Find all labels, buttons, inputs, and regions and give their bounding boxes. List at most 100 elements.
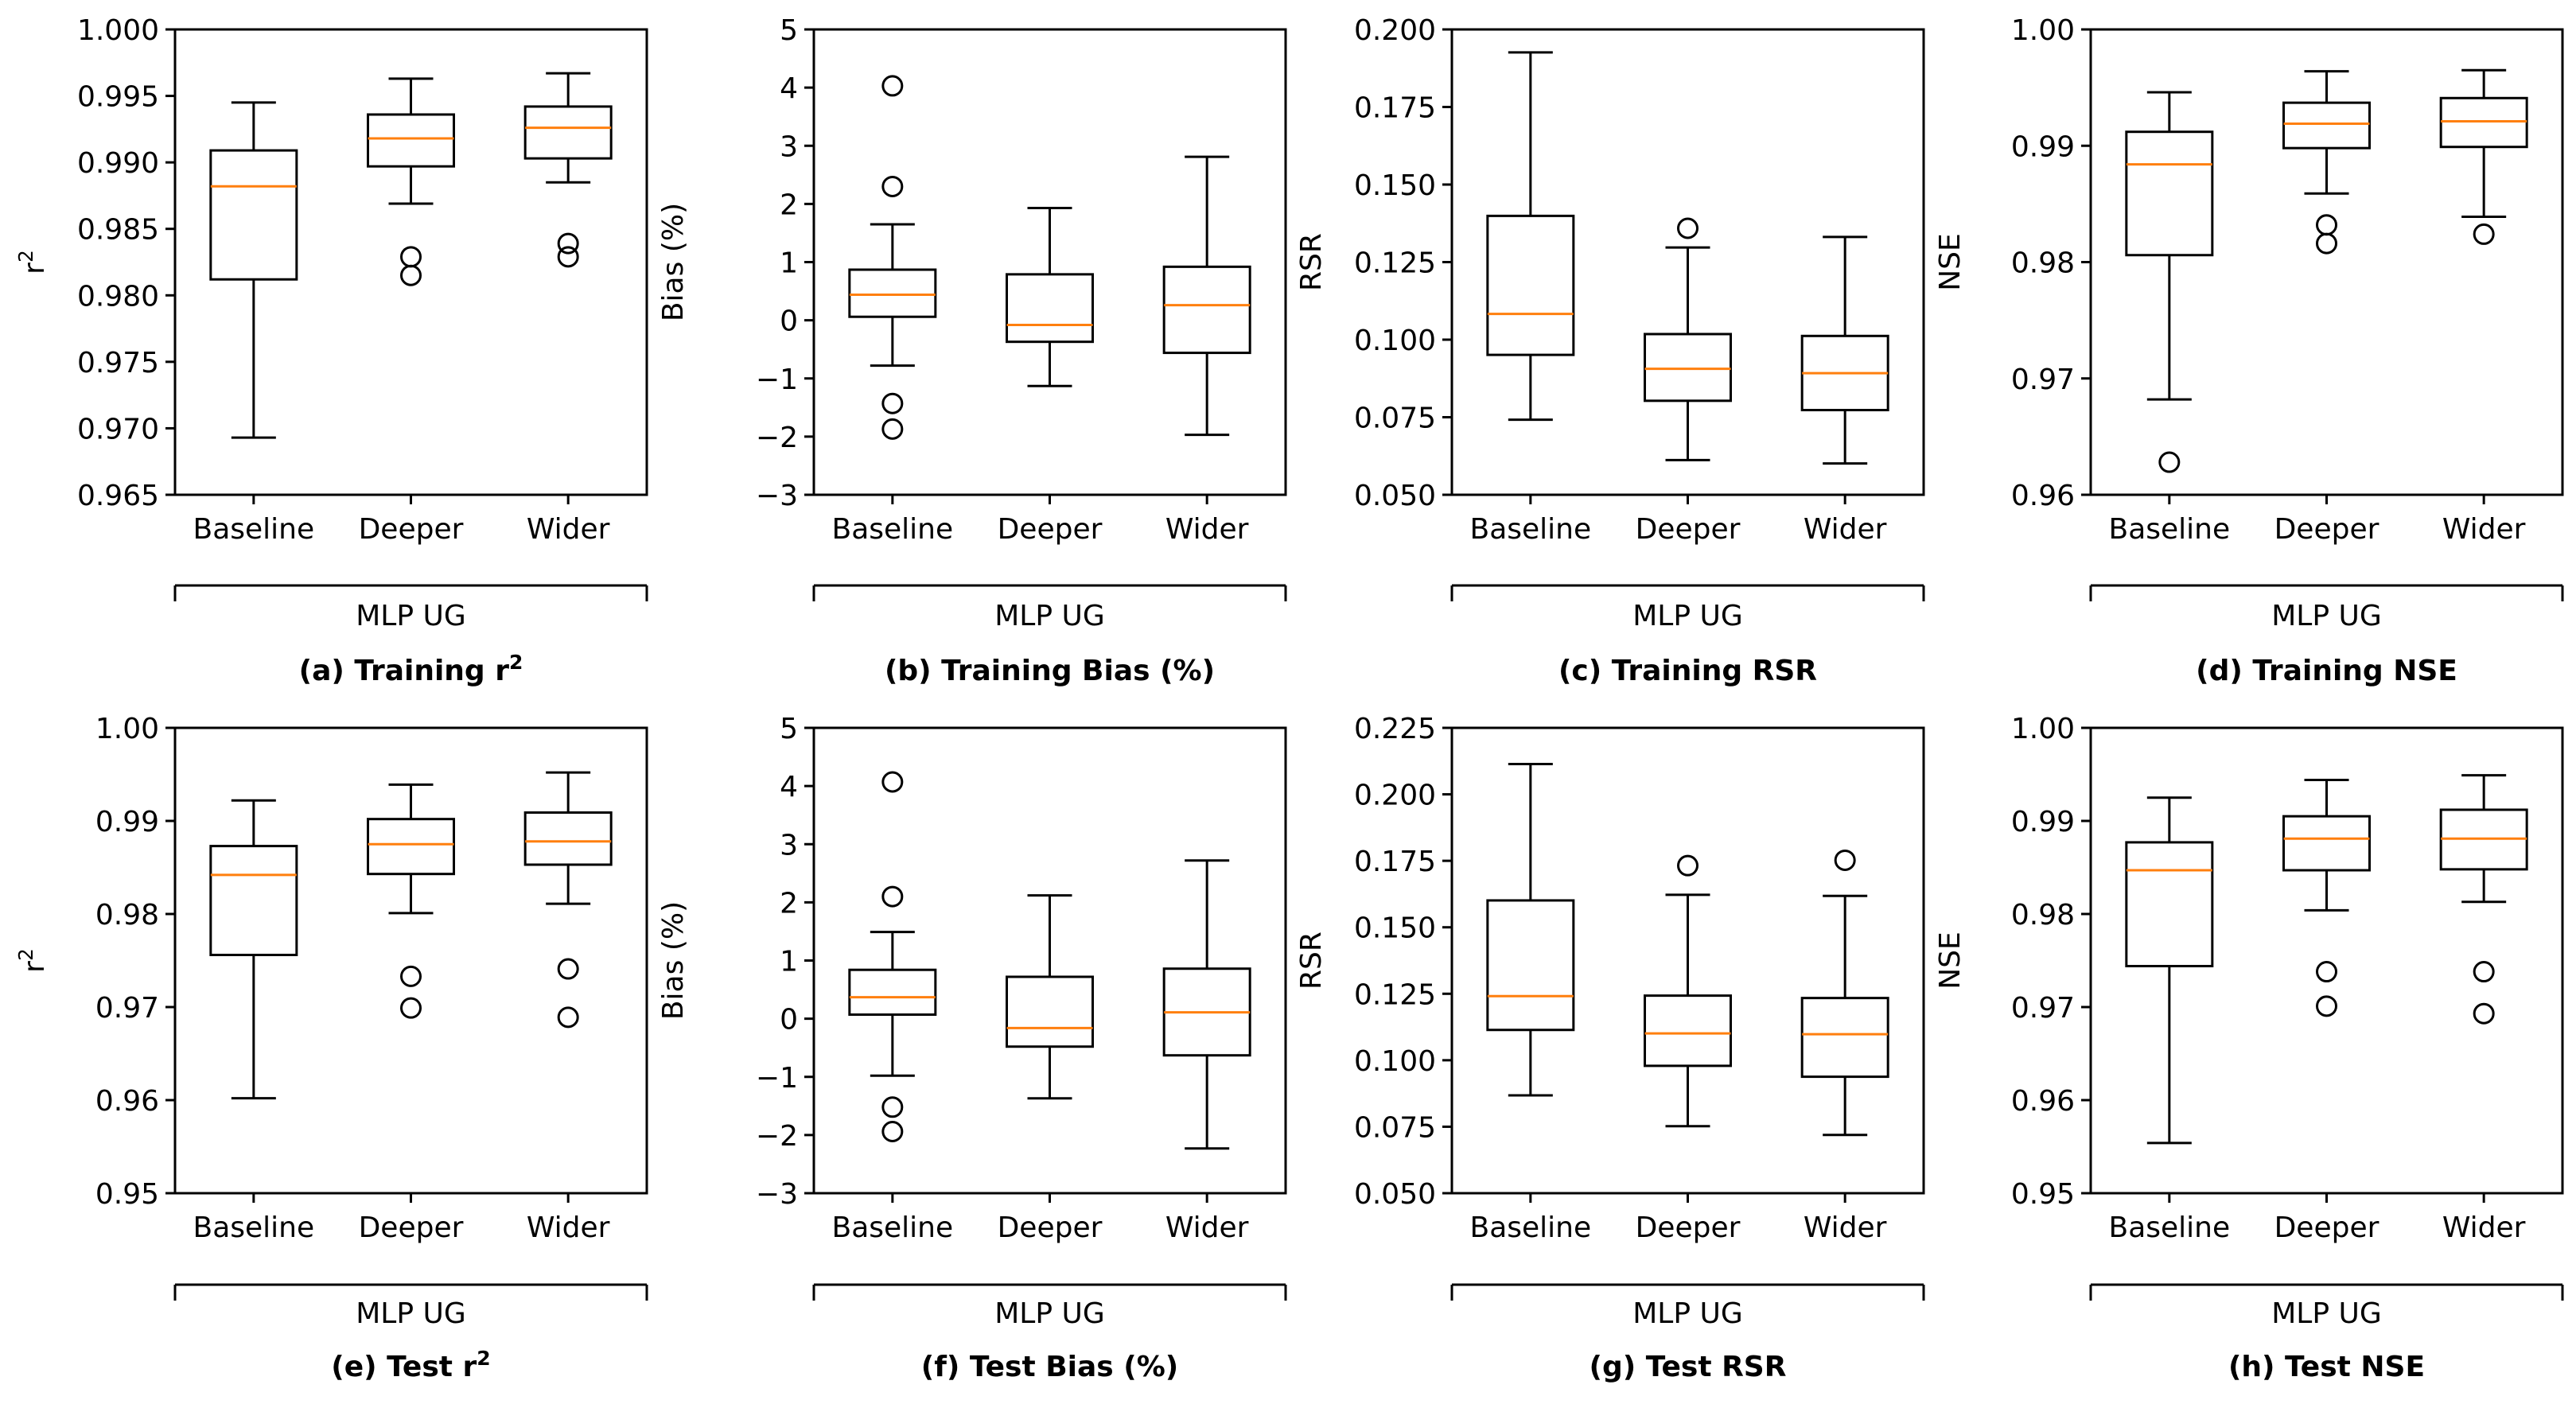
panel-c-xtick-label: Baseline <box>1470 513 1592 546</box>
panel-c-ytick-label: 0.150 <box>1354 169 1436 202</box>
panel-h-ylabel: NSE <box>1934 931 1967 990</box>
panel-f-xtick-label: Deeper <box>998 1211 1103 1244</box>
panel-e-ytick-label: 1.00 <box>95 713 159 745</box>
panel-a-ytick-label: 0.965 <box>77 480 159 512</box>
panel-f-box-baseline-flier <box>881 885 904 908</box>
panel-a-box-wider-flier <box>557 232 579 255</box>
panel-a-xtick-label: Wider <box>527 513 610 546</box>
panel-a-box-deeper-flier <box>400 246 422 268</box>
panel-g-caption: (g) Test RSR <box>1590 1351 1787 1383</box>
panel-f-box-baseline-iqr-box <box>848 968 937 1017</box>
panel-b-ytick-label: 0 <box>780 305 798 338</box>
panel-d-ytick-label: 1.00 <box>2011 14 2075 47</box>
panel-a-box-wider-flier <box>557 246 579 268</box>
panel-g-ytick-label: 0.050 <box>1354 1178 1436 1211</box>
panel-b-box-baseline-iqr-box <box>848 268 937 318</box>
panel-g-ytick-label: 0.125 <box>1354 978 1436 1011</box>
panel-a-ytick-label: 0.995 <box>77 81 159 114</box>
panel-a-xtick-label: Deeper <box>359 513 464 546</box>
panel-c-group-label: MLP UG <box>1632 600 1743 632</box>
panel-a-caption: (a) Training r2 <box>299 651 523 688</box>
panel-a-xtick-label: Baseline <box>193 513 315 546</box>
panel-b-ytick-label: 2 <box>780 189 798 221</box>
panel-b-box-baseline-flier <box>881 418 904 440</box>
panel-h-box-wider-flier <box>2473 1002 2495 1025</box>
panel-b-xtick-label: Baseline <box>832 513 954 546</box>
panel-d-box-wider-flier <box>2473 223 2495 245</box>
panel-c-caption: (c) Training RSR <box>1558 655 1817 687</box>
panel-d-xtick-label: Deeper <box>2274 513 2379 546</box>
panel-g-box-baseline-iqr-box <box>1486 899 1575 1032</box>
panel-e-box-deeper-iqr-box <box>367 818 455 876</box>
panel-d-ytick-label: 0.98 <box>2011 247 2075 280</box>
panel-c-ytick-label: 0.050 <box>1354 480 1436 512</box>
panel-e-ytick-label: 0.97 <box>95 992 159 1025</box>
panel-b-box-baseline-flier <box>881 175 904 197</box>
panel-e-box-deeper-flier <box>400 997 422 1019</box>
panel-e-xtick-label: Baseline <box>193 1211 315 1244</box>
panel-c-box-deeper-flier <box>1677 217 1699 239</box>
panel-d-xtick-label: Wider <box>2442 513 2526 546</box>
panel-b-xtick-label: Deeper <box>998 513 1103 546</box>
panel-f-ytick-label: 4 <box>780 771 798 803</box>
panel-f-box-baseline-flier <box>881 771 904 793</box>
panel-h-box-deeper-flier <box>2316 995 2337 1017</box>
panel-d-box-baseline-flier <box>2158 451 2181 473</box>
panel-h-xtick-label: Wider <box>2442 1211 2526 1244</box>
panel-e-ytick-label: 0.96 <box>95 1085 159 1118</box>
panel-f-ylabel: Bias (%) <box>657 901 690 1020</box>
panel-c-box-baseline-iqr-box <box>1486 214 1575 356</box>
panel-e-xtick-label: Wider <box>527 1211 610 1244</box>
panel-d-ytick-label: 0.99 <box>2011 130 2075 163</box>
panel-a-ytick-label: 0.985 <box>77 214 159 247</box>
panel-g-xtick-label: Deeper <box>1636 1211 1741 1244</box>
panel-c-ytick-label: 0.075 <box>1354 403 1436 435</box>
panel-a-ytick-label: 1.000 <box>77 14 159 47</box>
panel-c-ytick-label: 0.175 <box>1354 92 1436 125</box>
panel-h-ytick-label: 0.96 <box>2011 1085 2075 1118</box>
panel-g-xtick-label: Wider <box>1804 1211 1887 1244</box>
panel-g-ylabel: RSR <box>1295 931 1328 990</box>
panel-b-ylabel: Bias (%) <box>657 203 690 321</box>
panel-g-ytick-label: 0.200 <box>1354 780 1436 812</box>
panel-g-box-deeper-iqr-box <box>1644 994 1732 1068</box>
panel-f-ytick-label: 3 <box>780 829 798 861</box>
panel-a-ytick-label: 0.975 <box>77 347 159 379</box>
panel-e-box-baseline-iqr-box <box>209 845 298 956</box>
panel-h-ytick-label: 0.97 <box>2011 992 2075 1025</box>
panel-b-ytick-label: 1 <box>780 247 798 280</box>
panel-a-ylabel: r2 <box>14 250 52 274</box>
panel-d-ylabel: NSE <box>1934 233 1967 291</box>
panel-c-ytick-label: 0.200 <box>1354 14 1436 47</box>
panel-a-box-deeper-iqr-box <box>367 113 455 168</box>
panel-a-ytick-label: 0.970 <box>77 413 159 445</box>
panel-b-box-deeper-iqr-box <box>1006 273 1094 344</box>
panel-f-ytick-label: 0 <box>780 1004 798 1036</box>
panel-c-ytick-label: 0.100 <box>1354 325 1436 357</box>
panel-f-ytick-label: 5 <box>780 713 798 745</box>
panel-f-caption: (f) Test Bias (%) <box>921 1351 1178 1383</box>
panel-b-ytick-label: 5 <box>780 14 798 47</box>
panel-g-ytick-label: 0.075 <box>1354 1111 1436 1144</box>
panel-e-xtick-label: Deeper <box>359 1211 464 1244</box>
panel-e-caption: (e) Test r2 <box>331 1347 490 1384</box>
panel-e-ytick-label: 0.95 <box>95 1178 159 1211</box>
panel-a-group-label: MLP UG <box>356 600 466 632</box>
panel-c-xtick-label: Deeper <box>1636 513 1741 546</box>
panel-d-ytick-label: 0.97 <box>2011 364 2075 396</box>
panel-f-ytick-label: −1 <box>756 1062 798 1095</box>
panel-d-group-label: MLP UG <box>2271 600 2382 632</box>
panel-f-ytick-label: 1 <box>780 946 798 978</box>
panel-f-xtick-label: Wider <box>1165 1211 1249 1244</box>
panel-h-box-wider-flier <box>2473 961 2495 983</box>
panel-e-box-wider-iqr-box <box>523 811 613 866</box>
panel-b-box-baseline-flier <box>881 75 904 97</box>
panel-d-xtick-label: Baseline <box>2109 513 2231 546</box>
panel-e-ytick-label: 0.99 <box>95 806 159 838</box>
panel-h-xtick-label: Deeper <box>2274 1211 2379 1244</box>
panel-h-box-deeper-iqr-box <box>2282 815 2371 872</box>
panel-g-ytick-label: 0.100 <box>1354 1045 1436 1078</box>
panel-f-ytick-label: 2 <box>780 887 798 920</box>
panel-g-ytick-label: 0.150 <box>1354 912 1436 945</box>
panel-e-box-wider-flier <box>557 1006 579 1029</box>
